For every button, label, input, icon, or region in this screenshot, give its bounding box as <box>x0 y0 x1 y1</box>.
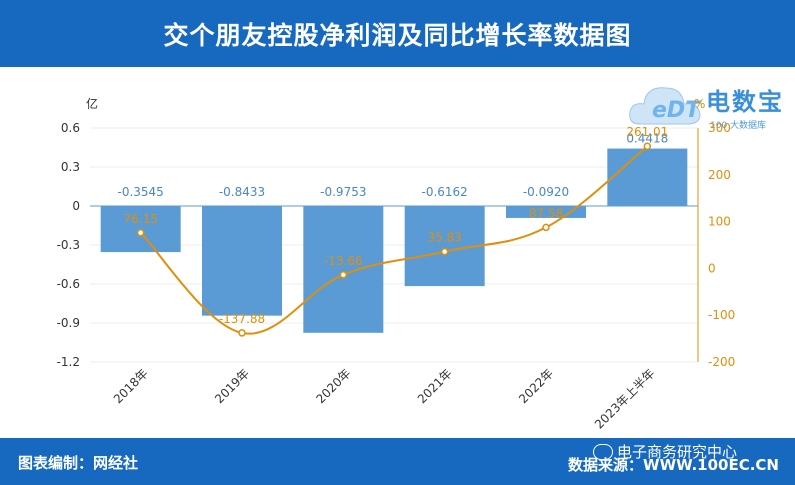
x-tick-label: 2021年 <box>415 366 455 406</box>
line-point <box>440 247 449 256</box>
wechat-account-name: 电子商务研究中心 <box>617 443 738 461</box>
bar-data-label: -0.6162 <box>422 185 468 199</box>
line-data-label: 261.01 <box>626 125 668 139</box>
y-left-tick-label: -0.9 <box>57 316 80 330</box>
bar-data-label: -0.3545 <box>118 185 164 199</box>
bar <box>506 206 586 218</box>
y-left-tick-label: -0.3 <box>57 238 80 252</box>
line-point <box>542 223 550 232</box>
x-tick-label: 2020年 <box>313 366 353 406</box>
brand-logo: eDT 电数宝 100 大数据库 <box>628 76 788 136</box>
line-data-label: -13.66 <box>324 254 363 268</box>
bar-data-label: 0.4418 <box>626 132 668 146</box>
y-right-tick-label: 200 <box>708 168 731 182</box>
bar-data-label: -0.9753 <box>320 185 366 199</box>
data-source: 数据来源：WWW.100EC.CN <box>568 456 779 474</box>
y-left-tick-label: 0.3 <box>61 160 80 174</box>
line-data-label: 35.83 <box>427 231 461 245</box>
x-tick-label: 2022年 <box>516 366 556 406</box>
y-right-unit: % <box>694 97 705 111</box>
bar <box>303 206 384 333</box>
chart-footer: 图表编制：网经社 数据来源：WWW.100EC.CN <box>0 438 795 485</box>
chart-header: 交个朋友控股净利润及同比增长率数据图 <box>0 0 795 67</box>
y-right-tick-label: 100 <box>708 215 731 229</box>
y-left-tick-label: 0 <box>72 199 80 213</box>
y-right-tick-label: -200 <box>708 355 735 369</box>
bar-data-label: -0.0920 <box>523 185 569 199</box>
logo-sub-text: 100 大数据库 <box>710 121 767 131</box>
x-tick-label: 2019年 <box>212 366 252 406</box>
x-tick-label: 2023年上半年 <box>592 366 657 431</box>
x-tick-label: 2018年 <box>111 366 151 406</box>
bar <box>607 148 688 206</box>
bar-data-label: -0.8433 <box>219 185 265 199</box>
wechat-icon <box>593 443 613 460</box>
cloud-icon <box>629 87 701 125</box>
logo-edt-text: eDT <box>652 98 701 123</box>
y-left-tick-label: -0.6 <box>57 277 80 291</box>
y-left-tick-label: 0.6 <box>61 121 80 135</box>
line-point <box>136 229 145 237</box>
chart-title: 交个朋友控股净利润及同比增长率数据图 <box>163 20 632 50</box>
line-point <box>238 329 246 337</box>
logo-main-text: 电数宝 <box>706 88 784 116</box>
line-data-label: 87.58 <box>529 206 563 220</box>
line-point <box>643 142 652 150</box>
chart-author: 图表编制：网经社 <box>18 454 139 472</box>
bar <box>202 206 282 316</box>
line-point <box>339 271 348 279</box>
y-right-tick-label: -100 <box>708 308 735 322</box>
line-data-label: -137.88 <box>219 312 265 326</box>
bar-line-chart: 0.6 0.3 0 -0.3 -0.6 -0.9 -1.2 300 200 100 0 -100 -20… <box>57 96 736 432</box>
line-data-label: 76.15 <box>123 212 157 226</box>
y-left-tick-label: -1.2 <box>57 355 80 369</box>
wechat-account: 电子商务研究中心 <box>593 441 737 462</box>
growth-rate-line <box>139 145 648 335</box>
y-right-tick-label: 300 <box>708 121 731 135</box>
y-left-unit: 亿 <box>86 96 98 111</box>
y-right-tick-label: 0 <box>708 261 716 275</box>
